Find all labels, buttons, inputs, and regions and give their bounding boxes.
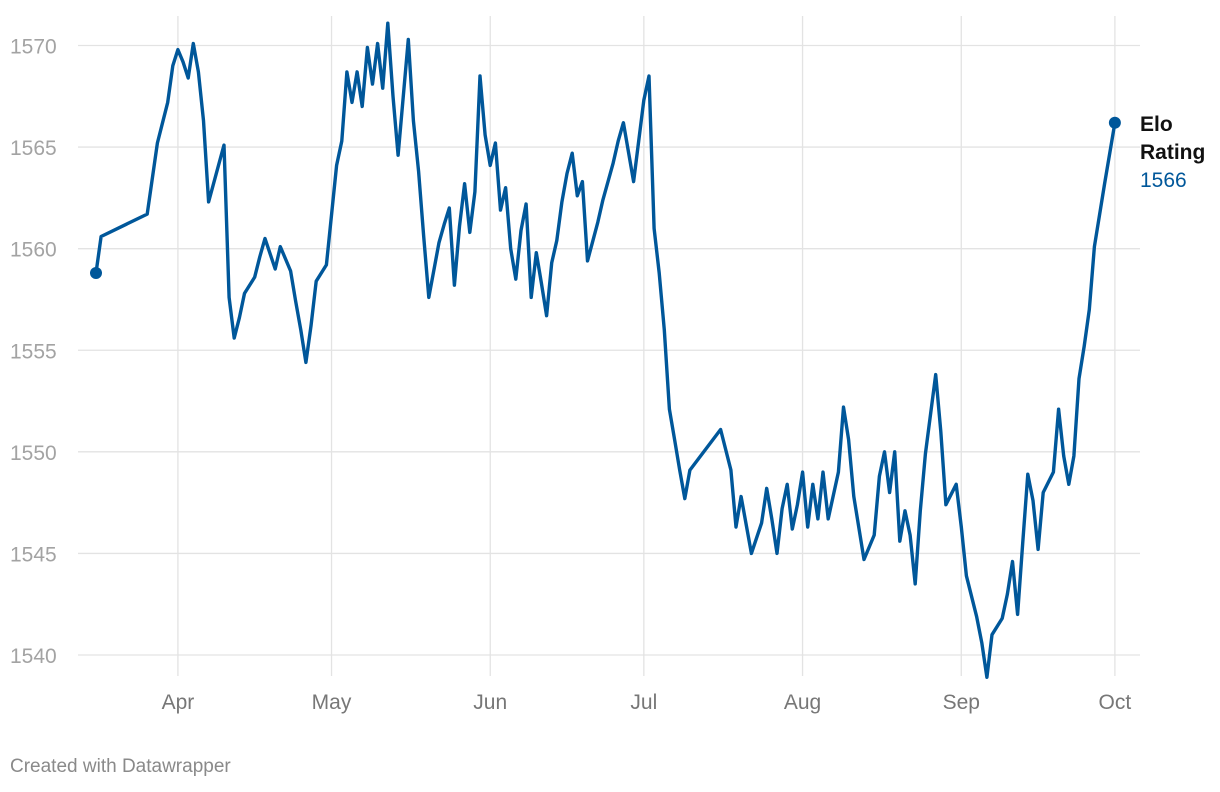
y-tick-label-1565: 1565 [10,137,57,160]
x-tick-label-aug: Aug [784,691,821,714]
gridlines [78,16,1140,676]
x-tick-label-jul: Jul [630,691,657,714]
x-tick-label-apr: Apr [162,691,195,714]
series-line-elo-rating [94,21,1117,679]
x-tick-label-jun: Jun [473,691,507,714]
series-name-line-2: Rating [1140,141,1205,164]
series-label: Elo Rating 1566 [1140,113,1205,192]
series-end-point [1108,116,1121,129]
series-last-value: 1566 [1140,169,1187,192]
y-tick-label-1550: 1550 [10,442,57,465]
y-tick-label-1540: 1540 [10,645,57,668]
y-tick-label-1545: 1545 [10,543,57,566]
x-axis-ticks: Apr May Jun Jul Aug Sep Oct [162,691,1132,714]
footer-credit: Created with Datawrapper [10,756,231,777]
x-tick-label-sep: Sep [943,691,980,714]
y-axis-ticks: 1540 1545 1550 1555 1560 1565 1570 [10,36,57,669]
y-tick-label-1570: 1570 [10,36,57,59]
x-tick-label-may: May [312,691,352,714]
elo-line-chart: 1540 1545 1550 1555 1560 1565 1570 Apr May Jun Ju… [10,16,1205,714]
y-tick-label-1560: 1560 [10,239,57,262]
series-name-line-1: Elo [1140,113,1173,136]
series-start-point [90,267,102,280]
y-tick-label-1555: 1555 [10,340,57,363]
x-tick-label-oct: Oct [1099,691,1132,714]
series-group [90,21,1121,679]
